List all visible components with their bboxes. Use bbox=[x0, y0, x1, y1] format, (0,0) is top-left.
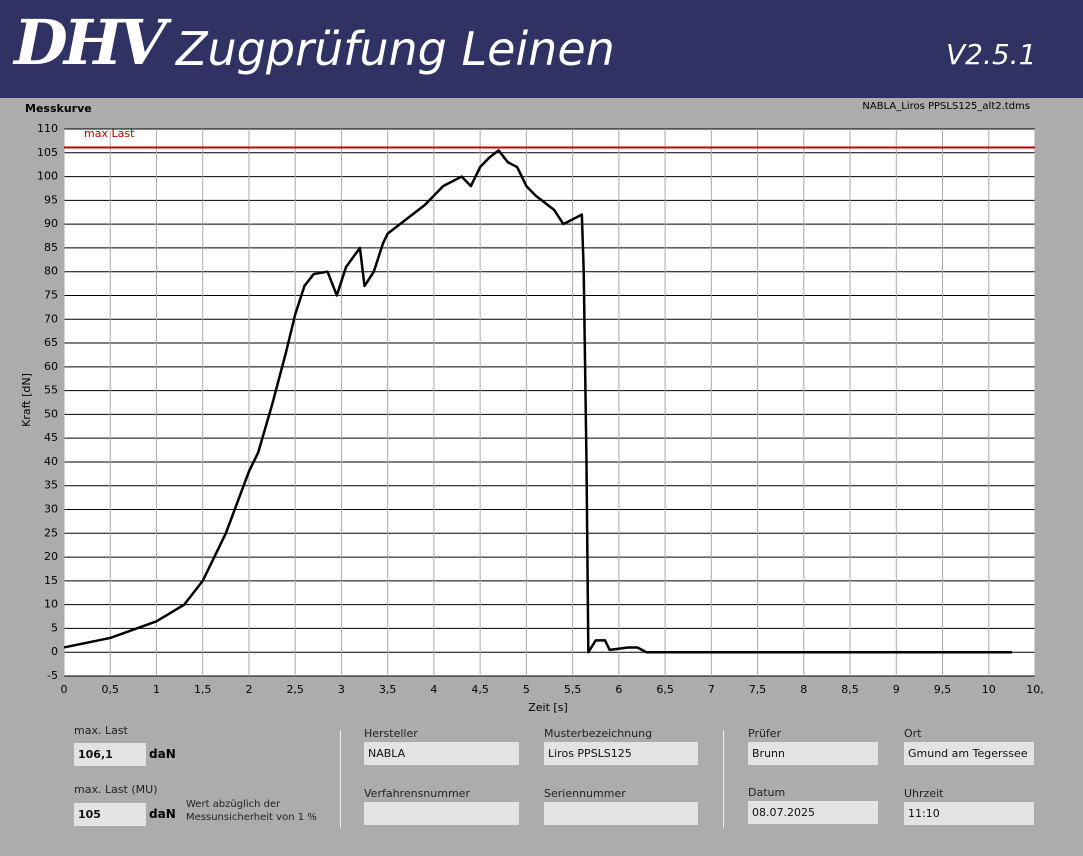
y-tick-label: 70 bbox=[44, 312, 58, 325]
unit: daN bbox=[149, 807, 176, 821]
value-box bbox=[364, 802, 519, 825]
x-tick-label: 3 bbox=[338, 683, 345, 696]
x-tick-label: 10 bbox=[982, 683, 996, 696]
label: Datum bbox=[748, 786, 786, 799]
x-tick-label: 5,5 bbox=[564, 683, 582, 696]
x-tick-label: 9 bbox=[893, 683, 900, 696]
separator bbox=[340, 730, 341, 828]
x-tick-label: 10, bbox=[1026, 683, 1044, 696]
y-tick-label: 95 bbox=[44, 193, 58, 206]
y-tick-label: 100 bbox=[37, 170, 58, 183]
y-tick-label: 55 bbox=[44, 384, 58, 397]
y-tick-label: 5 bbox=[51, 621, 58, 634]
y-tick-label: 50 bbox=[44, 407, 58, 420]
y-tick-label: 60 bbox=[44, 360, 58, 373]
y-tick-label: 0 bbox=[51, 645, 58, 658]
y-tick-label: 90 bbox=[44, 217, 58, 230]
y-tick-label: 85 bbox=[44, 241, 58, 254]
y-tick-label: 45 bbox=[44, 431, 58, 444]
label: Seriennummer bbox=[544, 787, 626, 800]
y-tick-label: 40 bbox=[44, 455, 58, 468]
chart: Messkurve NABLA_Liros PPSLS125_alt2.tdms… bbox=[20, 101, 1044, 714]
value-box bbox=[544, 802, 698, 825]
label: max. Last bbox=[74, 724, 128, 737]
y-tick-label: 110 bbox=[37, 122, 58, 135]
x-tick-label: 7,5 bbox=[749, 683, 767, 696]
x-tick-label: 8 bbox=[800, 683, 807, 696]
x-tick-label: 5 bbox=[523, 683, 530, 696]
x-axis-label: Zeit [s] bbox=[528, 701, 567, 714]
y-tick-label: 10 bbox=[44, 598, 58, 611]
y-tick-label: 35 bbox=[44, 479, 58, 492]
note: Wert abzüglich der bbox=[186, 799, 281, 810]
y-tick-label: 25 bbox=[44, 526, 58, 539]
value-box: Gmund am Tegerssee bbox=[904, 742, 1034, 765]
label: Hersteller bbox=[364, 727, 418, 740]
file-name: NABLA_Liros PPSLS125_alt2.tdms bbox=[862, 101, 1030, 112]
value-box: 105 bbox=[74, 803, 146, 826]
y-axis-label: Kraft [dN] bbox=[20, 373, 33, 427]
y-tick-label: 15 bbox=[44, 574, 58, 587]
value-box: Brunn bbox=[748, 742, 878, 765]
y-tick-label: 105 bbox=[37, 146, 58, 159]
x-tick-label: 6,5 bbox=[656, 683, 674, 696]
label: Verfahrensnummer bbox=[364, 787, 470, 800]
x-tick-label: 4 bbox=[430, 683, 437, 696]
x-tick-label: 4,5 bbox=[471, 683, 489, 696]
x-tick-label: 9,5 bbox=[934, 683, 952, 696]
y-tick-label: 80 bbox=[44, 265, 58, 278]
version: V2.5.1 bbox=[946, 38, 1037, 71]
label: Uhrzeit bbox=[904, 787, 944, 800]
value-box: NABLA bbox=[364, 742, 519, 765]
app-title: Zugprüfung Leinen bbox=[176, 22, 615, 76]
label: Ort bbox=[904, 727, 922, 740]
max-line-label: max Last bbox=[84, 127, 135, 140]
x-tick-label: 8,5 bbox=[841, 683, 859, 696]
x-tick-label: 2 bbox=[245, 683, 252, 696]
y-tick-label: 75 bbox=[44, 288, 58, 301]
value-box: 106,1 bbox=[74, 743, 146, 766]
x-tick-label: 2,5 bbox=[286, 683, 304, 696]
value-box: 08.07.2025 bbox=[748, 801, 878, 824]
line-series bbox=[63, 149, 1012, 654]
header: DHV Zugprüfung Leinen V2.5.1 bbox=[0, 0, 1083, 98]
plot-area bbox=[64, 129, 1035, 676]
label: Prüfer bbox=[748, 727, 782, 740]
x-tick-label: 7 bbox=[708, 683, 715, 696]
y-tick-label: 20 bbox=[44, 550, 58, 563]
x-tick-label: 3,5 bbox=[379, 683, 397, 696]
y-tick-label: 65 bbox=[44, 336, 58, 349]
value-box: Liros PPSLS125 bbox=[544, 742, 698, 765]
y-tick-label: 30 bbox=[44, 503, 58, 516]
separator bbox=[723, 730, 724, 828]
label: max. Last (MU) bbox=[74, 783, 158, 796]
x-tick-label: 1 bbox=[153, 683, 160, 696]
x-tick-label: 6 bbox=[615, 683, 622, 696]
logo: DHV bbox=[14, 6, 166, 79]
chart-title: Messkurve bbox=[25, 102, 92, 115]
unit: daN bbox=[149, 747, 176, 761]
x-tick-label: 0,5 bbox=[101, 683, 119, 696]
label: Musterbezeichnung bbox=[544, 727, 653, 740]
x-tick-label: 0 bbox=[61, 683, 68, 696]
x-tick-label: 1,5 bbox=[194, 683, 212, 696]
y-tick-label: -5 bbox=[47, 669, 58, 682]
note: Messunsicherheit von 1 % bbox=[186, 812, 317, 823]
value-box: 11:10 bbox=[904, 802, 1034, 825]
